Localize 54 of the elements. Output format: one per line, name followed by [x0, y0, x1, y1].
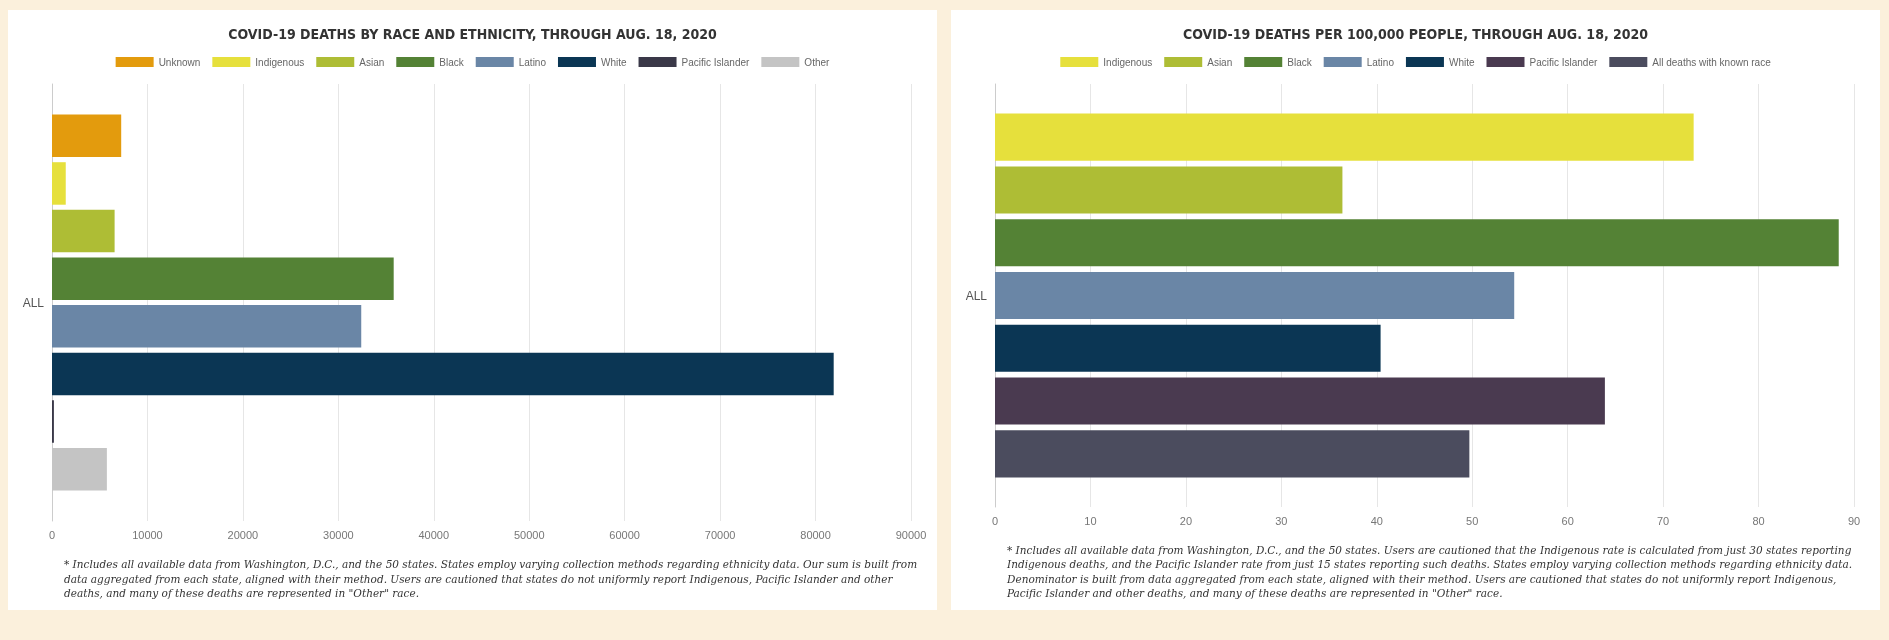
- x-tick-label: 30000: [323, 528, 354, 541]
- bar: [52, 305, 362, 348]
- x-tick-label: 40000: [418, 528, 450, 541]
- legend-label: Pacific Islander: [1529, 56, 1598, 68]
- bar: [995, 271, 1515, 320]
- text: * Includes all available data from Washington, D.C., and the 50 states. Users are cautioned that the Indigenous rate is calculated from just 30 states reporting Indigenous deaths, and the Pacific Islander rate from just 15 states reporting such deaths. States employ varying collection methods regarding ethnicity data. Denominator is built from data aggregated from each state, aligned with their method. Users are cautioned that states do not uniformly report Indigenous, Pacific Islander and other deaths, and many of these deaths are represented in "Other" race.: [1006, 543, 1854, 601]
- y-tick-label: ALL: [22, 295, 45, 310]
- bar: [995, 113, 1694, 161]
- bar: [995, 324, 1381, 372]
- legend-label: Latino: [1366, 56, 1395, 68]
- bar: [52, 352, 834, 396]
- chart-title: COVID-19 DEATHS PER 100,000 PEOPLE, THROUGH AUG. 18, 2020: [1182, 26, 1649, 42]
- bar: [995, 166, 1343, 214]
- legend-label: All deaths with known race: [1652, 56, 1772, 68]
- x-tick-label: 20000: [227, 528, 259, 541]
- x-tick-label: 60: [1561, 514, 1574, 527]
- x-tick-label: 20: [1179, 514, 1193, 527]
- legend-label: Asian: [1207, 56, 1233, 68]
- bar: [52, 114, 122, 158]
- bar: [995, 219, 1839, 267]
- bar: [52, 162, 66, 205]
- x-tick-label: 40: [1370, 514, 1383, 527]
- legend-label: Latino: [518, 56, 547, 68]
- x-tick-label: 80: [1752, 514, 1765, 527]
- x-tick-label: 90: [1847, 514, 1861, 527]
- x-tick-label: 10: [1084, 514, 1097, 527]
- bar: [52, 209, 115, 253]
- x-tick-label: 90000: [895, 528, 927, 541]
- legend-label: Indigenous: [255, 56, 305, 68]
- x-tick-label: 80000: [800, 528, 831, 541]
- x-tick-label: 0: [48, 528, 56, 541]
- bar: [995, 377, 1605, 425]
- bar: [52, 257, 394, 300]
- legend-label: Asian: [359, 56, 385, 68]
- legend-label: Black: [439, 56, 465, 68]
- text: * Includes all available data from Washington, D.C., and the 50 states. States employ varying collection methods regarding ethnicity data. Our sum is built from data aggregated from each state, aligned with their method. Users are cautioned that states do not uniformly report Indigenous, Pacific Islander and other deaths, and many of these deaths are represented in "Other" race.: [63, 557, 919, 601]
- x-tick-label: 60000: [609, 528, 640, 541]
- x-tick-label: 50: [1466, 514, 1479, 527]
- legend-label: White: [1448, 56, 1475, 68]
- chart-title: COVID-19 DEATHS BY RACE AND ETHNICITY, THROUGH AUG. 18, 2020: [228, 26, 718, 42]
- x-tick-label: 0: [991, 514, 999, 527]
- x-tick-label: 10000: [132, 528, 163, 541]
- legend-label: Black: [1287, 56, 1313, 68]
- legend-label: White: [600, 56, 627, 68]
- legend-label: Pacific Islander: [681, 56, 751, 68]
- legend-label: Other: [804, 56, 831, 68]
- y-tick-label: ALL: [965, 288, 988, 303]
- bar: [995, 430, 1470, 478]
- legend-label: Indigenous: [1103, 56, 1153, 68]
- x-tick-label: 30: [1275, 514, 1288, 527]
- x-tick-label: 70000: [704, 528, 736, 541]
- x-tick-label: 50000: [513, 528, 545, 541]
- legend-label: Unknown: [158, 56, 201, 68]
- x-tick-label: 70: [1656, 514, 1670, 527]
